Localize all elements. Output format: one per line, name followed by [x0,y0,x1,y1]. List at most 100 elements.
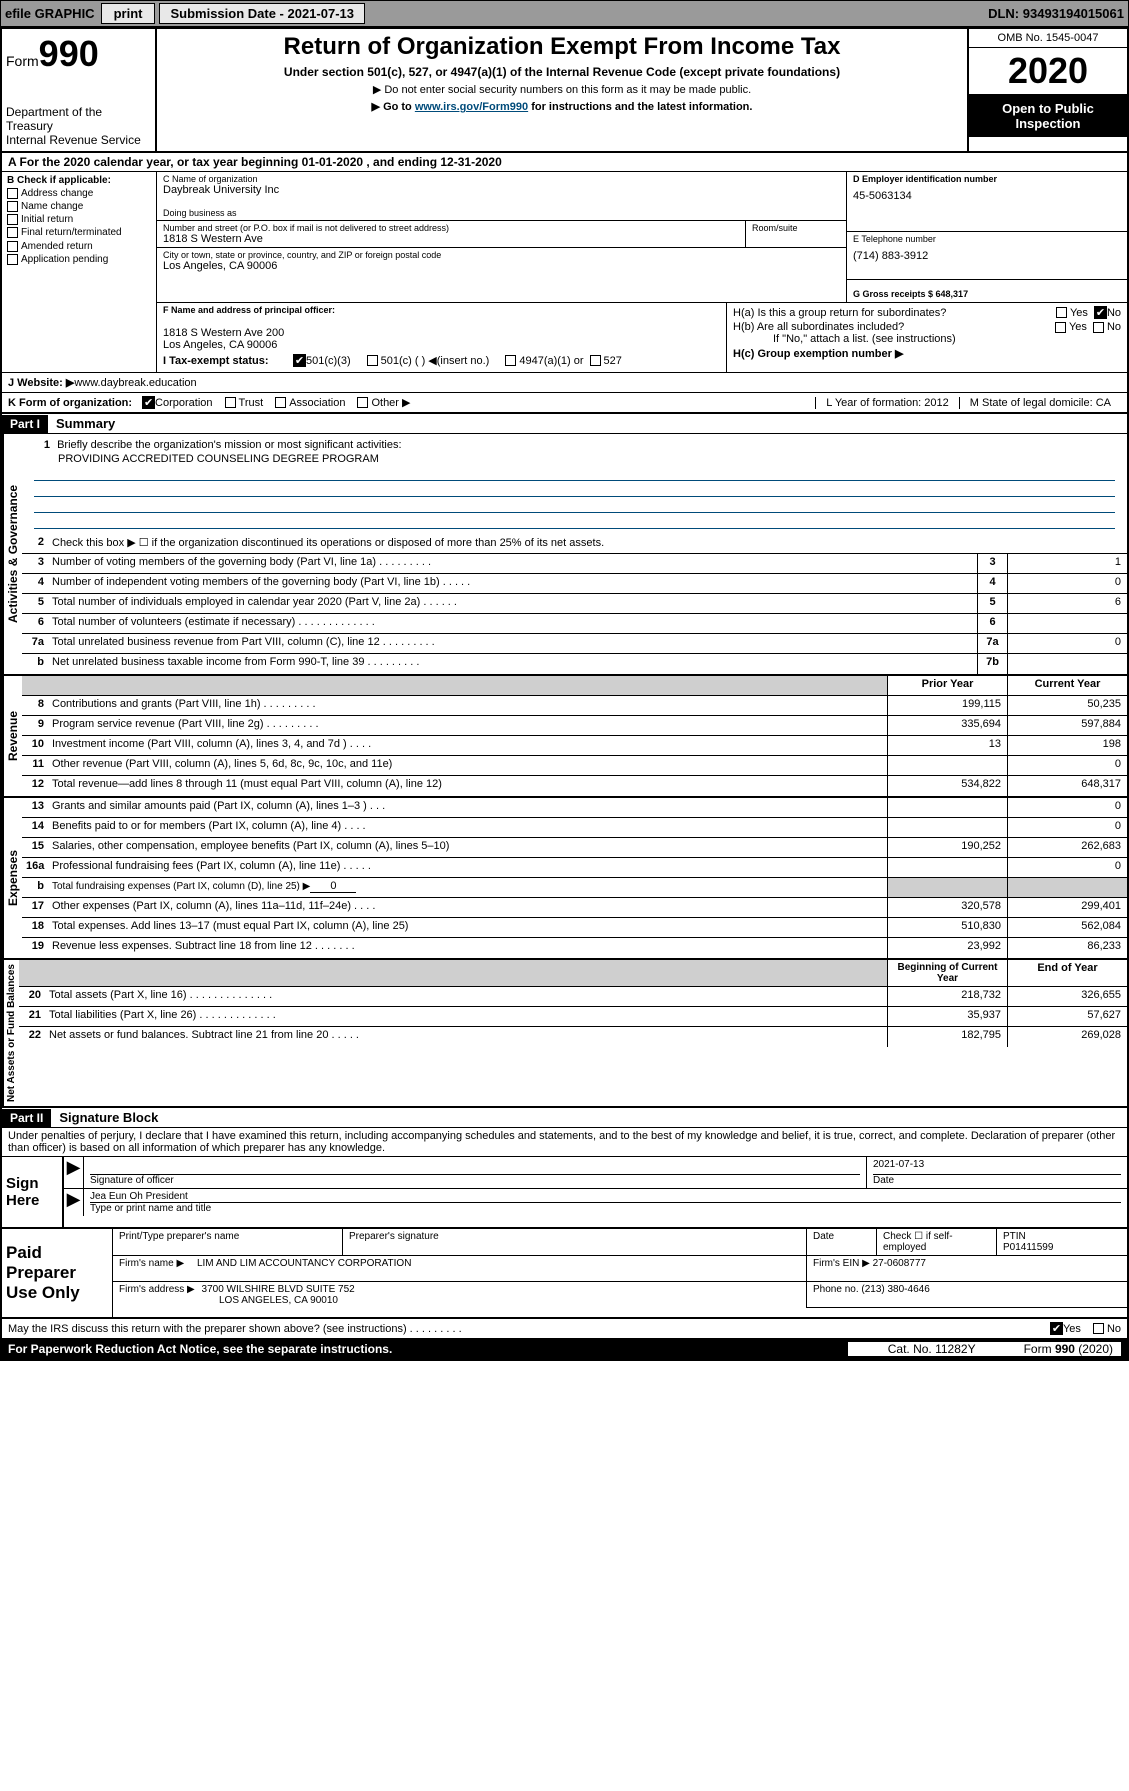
line-14: Benefits paid to or for members (Part IX… [48,818,887,837]
street-addr: 1818 S Western Ave [163,233,739,245]
officer-addr2: Los Angeles, CA 90006 [163,339,720,351]
chk-501c3[interactable]: ✔ [293,354,306,367]
vert-revenue: Revenue [2,676,22,796]
chk-other[interactable] [357,397,368,408]
room-label: Room/suite [752,223,840,233]
chk-trust[interactable] [225,397,236,408]
sign-date-label: Date [873,1175,1121,1186]
irs-link[interactable]: www.irs.gov/Form990 [415,101,528,113]
firm-name-label: Firm's name ▶ [119,1258,184,1269]
print-button[interactable]: print [101,3,156,24]
line-12: Total revenue—add lines 8 through 11 (mu… [48,776,887,796]
org-name-label: C Name of organization [163,174,840,184]
chk-initial-return[interactable] [7,214,18,225]
chk-assoc[interactable] [275,397,286,408]
beg-year-hdr: Beginning of Current Year [887,960,1007,986]
group-return-label: H(a) Is this a group return for subordin… [733,307,1056,319]
part2-title: Signature Block [51,1108,166,1127]
prior-15: 190,252 [887,838,1007,857]
submission-date: Submission Date - 2021-07-13 [159,3,365,24]
firm-name-value: LIM AND LIM ACCOUNTANCY CORPORATION [197,1258,411,1269]
group-exemption-label: H(c) Group exemption number ▶ [733,347,1121,360]
line-4: Number of independent voting members of … [48,574,977,593]
mission-label: Briefly describe the organization's miss… [57,439,401,451]
cat-number: Cat. No. 11282Y [848,1342,1016,1356]
firm-phone: Phone no. (213) 380-4646 [807,1282,1127,1308]
line-10: Investment income (Part VIII, column (A)… [48,736,887,755]
line-16b: Total fundraising expenses (Part IX, col… [48,878,887,897]
curr-18: 562,084 [1007,918,1127,937]
prior-9: 335,694 [887,716,1007,735]
prior-12: 534,822 [887,776,1007,796]
prior-13 [887,798,1007,817]
officer-name-value: Jea Eun Oh President [90,1191,1121,1203]
line-20: Total assets (Part X, line 16) . . . . .… [45,987,887,1006]
self-employed-label: Check ☐ if self-employed [877,1229,997,1255]
open-public-label: Open to Public Inspection [969,95,1127,137]
chk-ha-yes[interactable] [1056,307,1067,318]
phone-label: E Telephone number [853,234,1121,244]
prep-date-label: Date [807,1229,877,1255]
curr-10: 198 [1007,736,1127,755]
sign-here-label: Sign Here [2,1157,62,1227]
firm-addr1: 3700 WILSHIRE BLVD SUITE 752 [202,1284,355,1295]
end-20: 326,655 [1007,987,1127,1006]
year-formation: L Year of formation: 2012 [815,397,959,409]
chk-app-pending[interactable] [7,254,18,265]
curr-15: 262,683 [1007,838,1127,857]
curr-16a: 0 [1007,858,1127,877]
line-9: Program service revenue (Part VIII, line… [48,716,887,735]
end-21: 57,627 [1007,1007,1127,1026]
phone-value: (714) 883-3912 [853,250,1121,262]
paid-preparer-label: Paid Preparer Use Only [2,1229,112,1317]
chk-hb-no[interactable] [1093,322,1104,333]
chk-527[interactable] [590,355,601,366]
chk-name-change[interactable] [7,201,18,212]
form-subtitle: Under section 501(c), 527, or 4947(a)(1)… [163,65,961,79]
chk-ha-no[interactable]: ✔ [1094,306,1107,319]
state-domicile: M State of legal domicile: CA [959,397,1121,409]
val-5: 6 [1007,594,1127,613]
chk-hb-yes[interactable] [1055,322,1066,333]
ssn-note: ▶ Do not enter social security numbers o… [163,83,961,96]
chk-501c[interactable] [367,355,378,366]
line-8: Contributions and grants (Part VIII, lin… [48,696,887,715]
chk-final-return[interactable] [7,227,18,238]
line-19: Revenue less expenses. Subtract line 18 … [48,938,887,958]
perjury-statement: Under penalties of perjury, I declare th… [2,1128,1127,1157]
part2-header: Part II [2,1109,51,1127]
org-name: Daybreak University Inc [163,184,840,196]
chk-amended[interactable] [7,241,18,252]
line-15: Salaries, other compensation, employee b… [48,838,887,857]
prep-sig-label: Preparer's signature [343,1229,807,1255]
prior-17: 320,578 [887,898,1007,917]
arrow-icon: ▶ [64,1189,84,1216]
ptin-label: PTIN [1003,1231,1121,1242]
chk-discuss-yes[interactable]: ✔ [1050,1322,1063,1335]
line-11: Other revenue (Part VIII, column (A), li… [48,756,887,775]
line-7b: Net unrelated business taxable income fr… [48,654,977,674]
chk-4947[interactable] [505,355,516,366]
val-6 [1007,614,1127,633]
form-org-label: K Form of organization: [8,397,132,409]
prior-19: 23,992 [887,938,1007,958]
efile-label: efile GRAPHIC [5,6,95,21]
dept-label: Department of the Treasury Internal Reve… [6,105,151,147]
mission-value: PROVIDING ACCREDITED COUNSELING DEGREE P… [58,453,379,465]
curr-8: 50,235 [1007,696,1127,715]
chk-corp[interactable]: ✔ [142,396,155,409]
chk-discuss-no[interactable] [1093,1323,1104,1334]
curr-14: 0 [1007,818,1127,837]
beg-21: 35,937 [887,1007,1007,1026]
addr-label: Number and street (or P.O. box if mail i… [163,223,739,233]
line-7a: Total unrelated business revenue from Pa… [48,634,977,653]
chk-address-change[interactable] [7,188,18,199]
line-a: A For the 2020 calendar year, or tax yea… [2,153,1127,172]
form-word: Form [6,53,39,69]
box-b: B Check if applicable: Address change Na… [2,172,157,372]
officer-addr1: 1818 S Western Ave 200 [163,327,720,339]
current-year-hdr: Current Year [1007,676,1127,695]
beg-22: 182,795 [887,1027,1007,1047]
firm-addr2: LOS ANGELES, CA 90010 [219,1295,338,1306]
paperwork-notice: For Paperwork Reduction Act Notice, see … [8,1342,848,1356]
